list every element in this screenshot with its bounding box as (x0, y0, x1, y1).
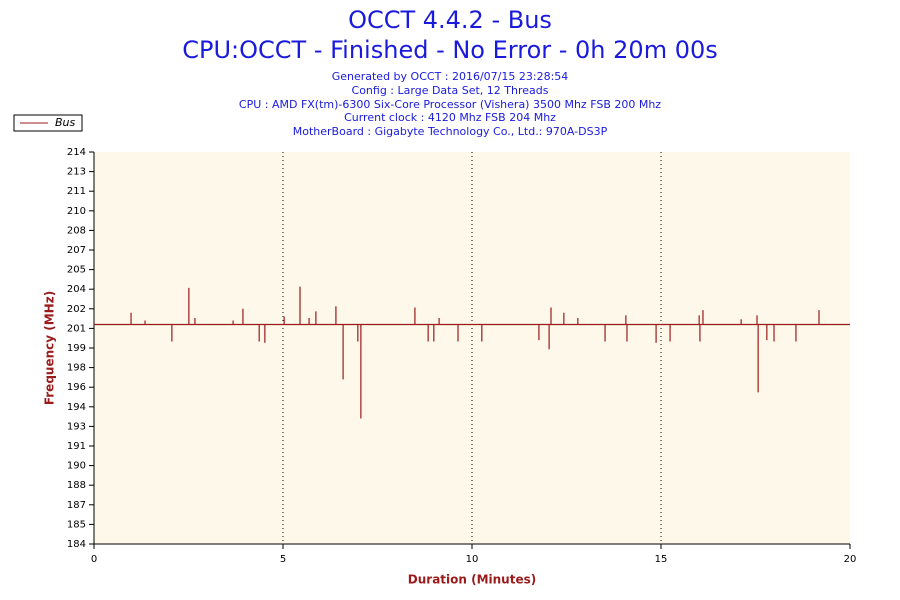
y-tick-label: 213 (67, 167, 86, 178)
x-tick-label: 10 (466, 554, 479, 565)
y-tick-label: 193 (67, 421, 86, 432)
series-line (94, 286, 850, 419)
y-tick-label: 194 (67, 402, 86, 413)
y-tick-label: 190 (67, 461, 86, 472)
info-line: MotherBoard : Gigabyte Technology Co., L… (293, 125, 608, 138)
chart-title: OCCT 4.4.2 - Bus (348, 6, 552, 34)
y-tick-label: 210 (67, 206, 86, 217)
x-tick-label: 15 (655, 554, 668, 565)
info-line: Current clock : 4120 Mhz FSB 204 Mhz (344, 111, 556, 124)
legend-label: Bus (55, 116, 76, 129)
chart-subtitle: CPU:OCCT - Finished - No Error - 0h 20m … (182, 36, 718, 64)
info-line: CPU : AMD FX(tm)-6300 Six-Core Processor… (239, 98, 661, 111)
x-tick-label: 0 (91, 554, 97, 565)
y-tick-label: 211 (67, 186, 86, 197)
y-tick-label: 199 (67, 343, 86, 354)
x-tick-label: 5 (280, 554, 286, 565)
x-axis-label: Duration (Minutes) (408, 573, 536, 587)
x-tick-label: 20 (844, 554, 857, 565)
y-tick-label: 201 (67, 323, 86, 334)
y-tick-label: 187 (67, 500, 86, 511)
y-tick-label: 198 (67, 363, 86, 374)
y-tick-label: 188 (67, 480, 86, 491)
y-tick-label: 207 (67, 245, 86, 256)
y-tick-label: 204 (67, 284, 86, 295)
y-tick-label: 196 (67, 382, 86, 393)
y-tick-label: 205 (67, 265, 86, 276)
y-tick-label: 208 (67, 225, 86, 236)
y-tick-label: 214 (67, 147, 86, 158)
info-line: Generated by OCCT : 2016/07/15 23:28:54 (332, 70, 569, 83)
y-tick-label: 202 (67, 304, 86, 315)
y-tick-label: 185 (67, 519, 86, 530)
y-tick-label: 184 (67, 539, 86, 550)
info-line: Config : Large Data Set, 12 Threads (352, 84, 549, 97)
y-tick-label: 191 (67, 441, 86, 452)
y-axis-label: Frequency (MHz) (43, 291, 57, 405)
